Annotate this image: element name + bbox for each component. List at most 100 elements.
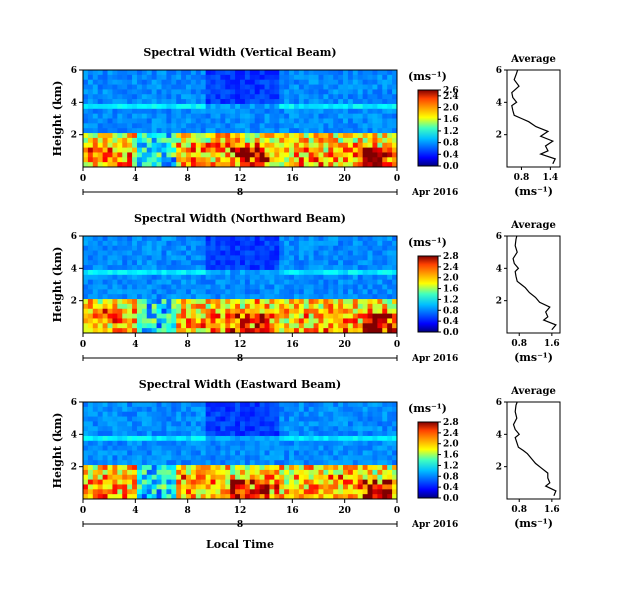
heatmap-cell: [279, 294, 285, 300]
heatmap-cell: [92, 289, 99, 295]
heatmap-cell: [215, 89, 221, 95]
heatmap: [83, 236, 398, 334]
heatmap-cell: [83, 70, 89, 76]
heatmap-cell: [195, 265, 202, 271]
heatmap-cell: [195, 133, 202, 139]
heatmap-cell: [195, 157, 202, 163]
heatmap-cell: [249, 250, 256, 256]
heatmap-cell: [328, 416, 334, 422]
heatmap-cell: [215, 108, 221, 115]
heatmap-cell: [343, 494, 349, 500]
heatmap-cell: [269, 157, 275, 163]
heatmap-cell: [254, 489, 261, 495]
heatmap-cell: [392, 489, 398, 495]
heatmap-cell: [220, 274, 226, 281]
heatmap-cell: [254, 245, 261, 251]
heatmap-cell: [215, 260, 221, 266]
heatmap-cell: [235, 147, 241, 153]
heatmap-cell: [308, 94, 314, 100]
heatmap-cell: [190, 421, 197, 427]
heatmap-cell: [303, 279, 310, 285]
heatmap-cell: [259, 269, 265, 276]
heatmap-cell: [387, 274, 393, 281]
heatmap-cell: [308, 484, 314, 490]
heatmap-cell: [347, 142, 354, 148]
heatmap-cell: [362, 113, 368, 119]
heatmap-cell: [264, 84, 270, 90]
heatmap-cell: [171, 94, 177, 100]
heatmap-cell: [387, 469, 393, 476]
heatmap-cell: [186, 479, 192, 485]
heatmap-cell: [225, 460, 231, 466]
heatmap-cell: [284, 113, 290, 119]
heatmap-cell: [372, 323, 378, 329]
heatmap-cell: [205, 142, 211, 148]
heatmap-cell: [156, 79, 162, 85]
heatmap-cell: [107, 313, 113, 319]
heatmap-cell: [190, 245, 197, 251]
heatmap-cell: [279, 411, 285, 417]
heatmap-cell: [343, 303, 349, 310]
heatmap-cell: [357, 265, 364, 271]
heatmap-cell: [392, 406, 398, 413]
heatmap-cell: [254, 450, 261, 456]
heatmap-cell: [215, 274, 221, 281]
heatmap-cell: [215, 474, 221, 480]
heatmap-cell: [141, 89, 148, 95]
heatmap-cell: [318, 416, 324, 422]
heatmap-cell: [117, 440, 123, 447]
heatmap-cell: [284, 94, 290, 100]
heatmap-cell: [357, 147, 364, 153]
average-x-tick-label: 1.4: [543, 173, 559, 183]
heatmap-cell: [264, 250, 270, 256]
heatmap-cell: [220, 465, 226, 471]
heatmap-cell: [269, 269, 275, 276]
heatmap-cell: [200, 426, 207, 432]
heatmap-cell: [141, 402, 148, 408]
heatmap-cell: [279, 94, 285, 100]
heatmap-cell: [347, 489, 354, 495]
heatmap-cell: [274, 440, 280, 447]
heatmap-cell: [274, 113, 280, 119]
heatmap-cell: [220, 162, 226, 168]
heatmap-cell: [107, 79, 113, 85]
heatmap-cell: [156, 147, 162, 153]
colorbar-tick-label: 0.0: [443, 494, 459, 504]
heatmap-cell: [195, 489, 202, 495]
heatmap-cell: [362, 70, 368, 76]
heatmap-cell: [313, 74, 319, 81]
heatmap-cell: [161, 489, 167, 495]
heatmap-cell: [313, 118, 319, 124]
heatmap-cell: [141, 94, 148, 100]
heatmap-cell: [210, 426, 216, 432]
heatmap-cell: [367, 426, 373, 432]
heatmap-cell: [220, 328, 226, 334]
heatmap-cell: [205, 445, 211, 451]
heatmap-cell: [362, 245, 368, 251]
heatmap-cell: [176, 416, 182, 422]
heatmap-cell: [372, 440, 378, 447]
heatmap-cell: [146, 162, 153, 168]
heatmap-cell: [205, 289, 211, 295]
colorbar-tick-label: 1.2: [443, 461, 459, 471]
heatmap-cell: [249, 303, 256, 310]
heatmap-cell: [357, 455, 364, 461]
heatmap-cell: [284, 308, 290, 314]
heatmap-cell: [102, 406, 108, 413]
heatmap-cell: [136, 318, 143, 324]
heatmap-cell: [136, 494, 143, 500]
heatmap-cell: [117, 402, 123, 408]
heatmap-cell: [186, 406, 192, 413]
heatmap-cell: [274, 103, 280, 110]
heatmap-cell: [343, 245, 349, 251]
heatmap-cell: [215, 279, 221, 285]
heatmap-cell: [240, 455, 246, 461]
heatmap-cell: [333, 455, 339, 461]
heatmap-cell: [83, 137, 89, 144]
heatmap-cell: [127, 450, 133, 456]
heatmap-cell: [186, 469, 192, 476]
heatmap-cell: [171, 79, 177, 85]
heatmap-cell: [362, 279, 368, 285]
heatmap-cell: [313, 255, 319, 261]
heatmap-cell: [166, 70, 172, 76]
